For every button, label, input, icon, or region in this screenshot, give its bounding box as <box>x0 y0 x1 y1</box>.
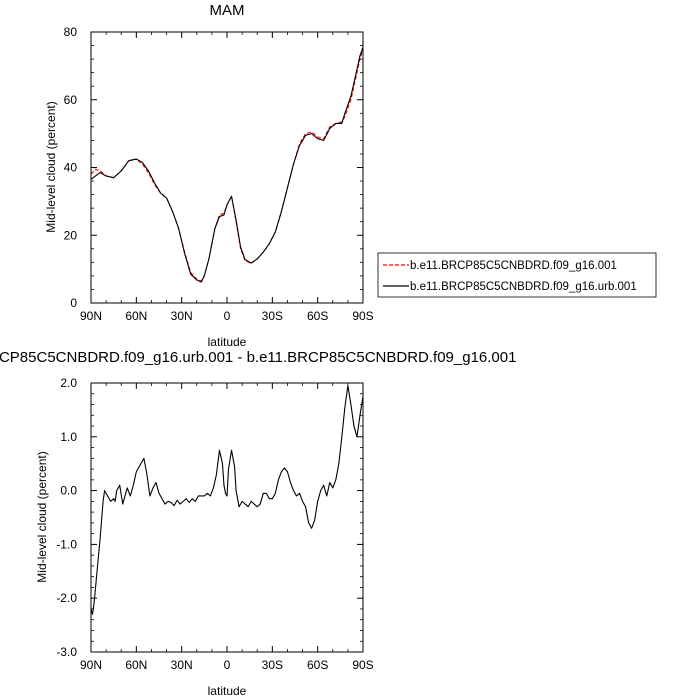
top-series-line-1 <box>90 47 364 283</box>
legend-box <box>377 252 657 298</box>
bottom-series-line-0 <box>90 385 364 615</box>
bottom-y-tick-label: 1.0 <box>60 430 77 444</box>
top-y-axis-label: Mid-level cloud (percent) <box>44 101 58 232</box>
top-y-tick-label: 0 <box>70 296 77 310</box>
bottom-y-tick-label: 0.0 <box>60 484 77 498</box>
top-y-tick-label: 20 <box>64 228 78 242</box>
bottom-y-tick-label: 2.0 <box>60 376 77 390</box>
legend-entry-control: b.e11.BRCP85C5CNBDRD.f09_g16.001 <box>410 260 617 272</box>
legend-entry-urban: b.e11.BRCP85C5CNBDRD.f09_g16.urb.001 <box>410 281 637 293</box>
top-series-line-0 <box>90 48 364 282</box>
bottom-y-axis-label: Mid-level cloud (percent) <box>35 451 49 582</box>
bottom-y-tick-label: -1.0 <box>56 537 77 551</box>
bottom-plot-frame <box>90 382 364 653</box>
top-x-tick-label: 60N <box>125 309 147 323</box>
bottom-x-tick-label: 30N <box>171 658 193 672</box>
top-x-tick-label: 90N <box>80 309 102 323</box>
bottom-plot-area: 90N 60N 30N 0 30S 60S 90S 2.0 1.0 0.0 -1.0 -2.0 -3.0 <box>56 376 373 672</box>
top-y-tick-label: 60 <box>64 93 78 107</box>
bottom-x-tick-label: 0 <box>224 658 231 672</box>
top-plot-frame <box>90 31 364 304</box>
top-y-tick-label: 80 <box>64 25 78 39</box>
top-plot-area: 90N 60N 30N 0 30S 60S 90S 0 20 40 60 80 <box>64 25 374 323</box>
top-panel: MAM latitude Mid-level cloud (percent) 9… <box>44 2 374 349</box>
top-x-tick-label: 60S <box>307 309 328 323</box>
bottom-x-tick-label: 90N <box>80 658 102 672</box>
top-x-tick-label: 30N <box>171 309 193 323</box>
bottom-y-tick-label: -3.0 <box>56 645 77 659</box>
bottom-x-tick-label: 60N <box>125 658 147 672</box>
legend: b.e11.BRCP85C5CNBDRD.f09_g16.001 b.e11.B… <box>377 252 657 298</box>
bottom-panel: b.e11.BRCP85C5CNBDRD.f09_g16.urb.001 - b… <box>0 349 516 698</box>
bottom-x-tick-label: 30S <box>262 658 283 672</box>
top-x-tick-label: 30S <box>262 309 283 323</box>
bottom-y-tick-label: -2.0 <box>56 591 77 605</box>
top-x-tick-label: 90S <box>352 309 373 323</box>
top-x-axis-label: latitude <box>208 335 247 349</box>
bottom-chart-title: b.e11.BRCP85C5CNBDRD.f09_g16.urb.001 - b… <box>0 349 516 366</box>
bottom-x-tick-label: 90S <box>352 658 373 672</box>
top-y-tick-label: 40 <box>64 161 78 175</box>
bottom-x-tick-label: 60S <box>307 658 328 672</box>
top-x-tick-label: 0 <box>224 309 231 323</box>
top-chart-title: MAM <box>210 2 245 19</box>
bottom-x-axis-label: latitude <box>208 684 247 698</box>
